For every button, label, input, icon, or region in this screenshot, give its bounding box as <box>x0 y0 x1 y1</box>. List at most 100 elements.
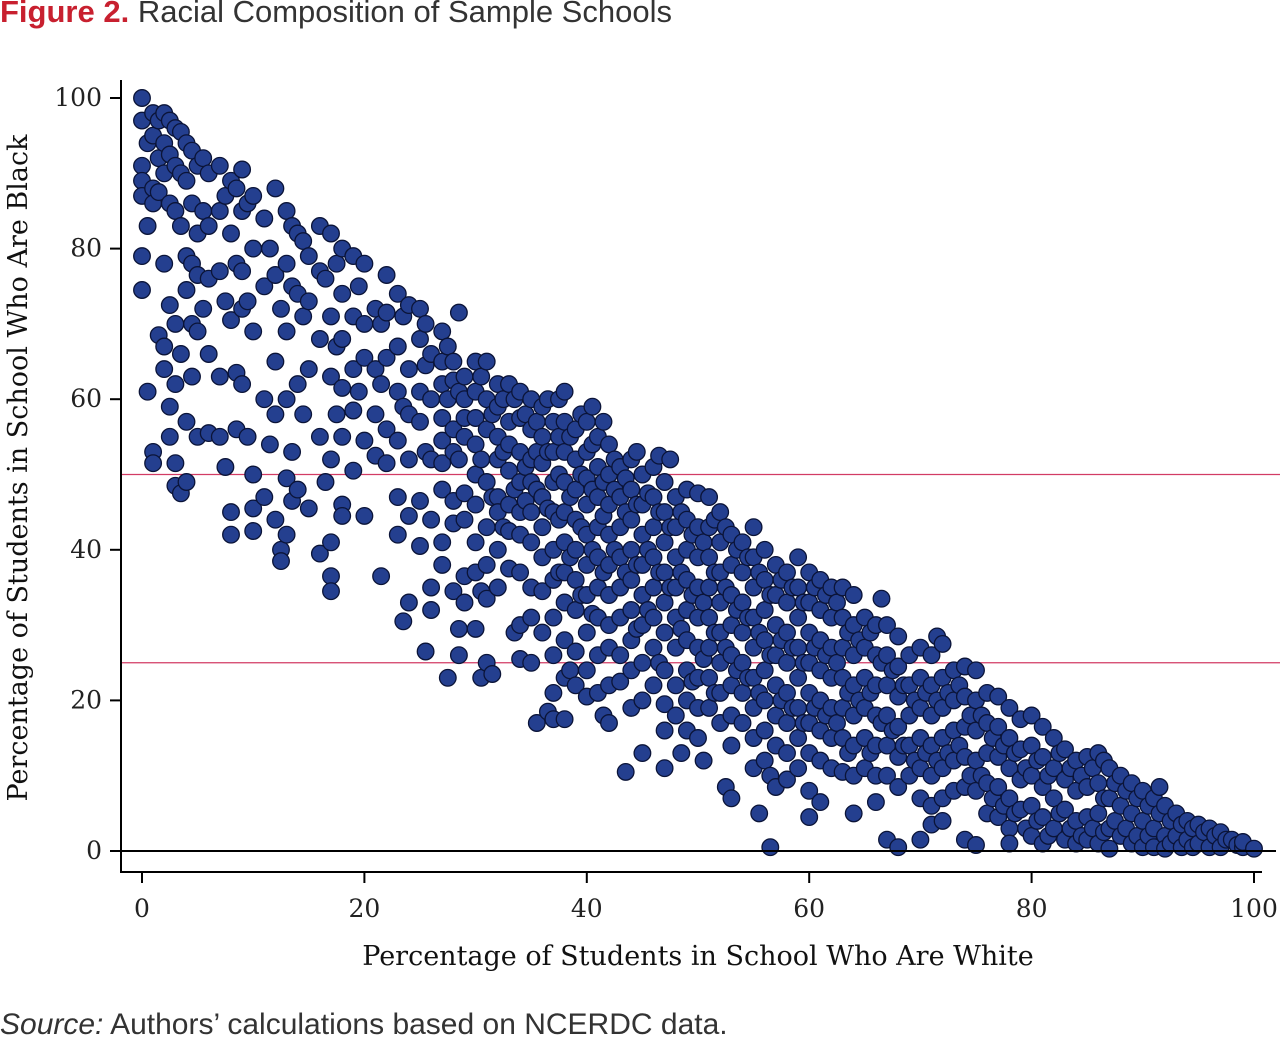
data-point-263 <box>477 555 496 574</box>
data-point-77 <box>222 224 240 243</box>
data-point-547 <box>733 533 752 552</box>
data-point-623 <box>800 808 819 827</box>
data-point-466 <box>655 623 674 642</box>
data-point-514 <box>700 578 719 597</box>
data-point-178 <box>377 303 396 322</box>
data-point-29 <box>160 296 179 315</box>
data-point-116 <box>277 390 296 409</box>
data-point-157 <box>333 506 352 525</box>
data-point-137 <box>310 427 329 446</box>
data-point-598 <box>778 714 796 732</box>
data-point-542 <box>722 736 741 755</box>
data-point-25 <box>155 360 174 379</box>
data-point-450 <box>644 488 663 507</box>
data-point-131 <box>299 292 318 311</box>
data-point-142 <box>322 307 340 326</box>
data-point-516 <box>700 638 719 657</box>
data-point-220 <box>433 533 452 552</box>
data-point-321 <box>533 582 552 601</box>
data-point-117 <box>277 469 296 488</box>
data-point-166 <box>355 314 374 333</box>
data-point-155 <box>333 427 352 446</box>
data-point-467 <box>655 661 674 680</box>
data-point-250 <box>466 495 485 514</box>
figure-title-text: Racial Composition of Sample Schools <box>137 0 672 29</box>
data-point-443 <box>633 653 652 672</box>
data-point-310 <box>522 653 541 672</box>
data-point-831 <box>1089 804 1108 823</box>
data-point-108 <box>266 405 285 424</box>
data-point-426 <box>622 510 641 529</box>
data-point-462 <box>655 503 674 522</box>
data-point-508 <box>694 593 713 612</box>
data-point-99 <box>255 209 274 228</box>
data-point-74 <box>216 292 235 311</box>
data-point-316 <box>533 427 552 446</box>
data-point-92 <box>238 427 257 446</box>
data-point-699 <box>889 717 908 736</box>
x-tick-label-80: 80 <box>1016 894 1048 923</box>
data-point-224 <box>438 668 457 687</box>
data-point-66 <box>199 345 218 363</box>
data-point-206 <box>416 642 435 661</box>
data-point-168 <box>355 431 374 450</box>
data-point-105 <box>266 179 285 198</box>
data-point-36 <box>166 375 185 394</box>
data-point-600 <box>778 770 796 789</box>
data-point-261 <box>477 473 496 491</box>
data-point-255 <box>472 450 491 469</box>
data-point-319 <box>533 518 552 537</box>
data-point-760 <box>967 836 985 854</box>
source-label: Source: <box>0 1008 104 1041</box>
data-point-202 <box>411 537 429 555</box>
data-point-314 <box>527 714 546 732</box>
data-point-634 <box>811 793 830 812</box>
data-point-98 <box>244 522 263 540</box>
data-point-683 <box>866 793 885 812</box>
data-point-599 <box>778 744 796 763</box>
data-point-309 <box>522 608 541 627</box>
data-point-176 <box>372 567 391 586</box>
data-point-365 <box>566 676 585 695</box>
data-point-89 <box>233 375 252 394</box>
data-point-570 <box>755 540 774 559</box>
data-point-463 <box>655 533 674 552</box>
data-point-573 <box>755 631 774 650</box>
data-point-464 <box>655 563 674 582</box>
data-point-418 <box>611 646 630 665</box>
data-point-419 <box>611 672 630 691</box>
data-point-195 <box>399 506 418 525</box>
data-point-518 <box>700 698 719 717</box>
data-point-363 <box>566 601 585 619</box>
data-point-185 <box>388 431 407 450</box>
data-point-145 <box>322 533 340 552</box>
data-point-54 <box>183 367 201 386</box>
data-point-569 <box>750 804 769 823</box>
data-point-254 <box>472 367 491 386</box>
data-point-425 <box>622 480 641 499</box>
data-point-334 <box>544 646 563 665</box>
data-point-201 <box>411 491 429 510</box>
data-point-577 <box>755 751 774 770</box>
data-point-110 <box>272 299 290 318</box>
data-point-164 <box>349 382 368 401</box>
x-tick-label-40: 40 <box>571 894 603 923</box>
data-point-64 <box>199 217 218 235</box>
data-point-30 <box>160 397 179 416</box>
data-point-731 <box>933 634 952 653</box>
data-point-41 <box>171 217 190 235</box>
figure-title: Figure 2. Racial Composition of Sample S… <box>0 0 672 34</box>
data-point-85 <box>233 160 252 179</box>
data-point-160 <box>344 360 363 379</box>
data-point-861 <box>1150 778 1169 796</box>
data-point-718 <box>911 830 930 849</box>
data-point-455 <box>644 638 663 657</box>
data-point-771 <box>989 717 1008 736</box>
data-point-247 <box>466 409 485 427</box>
data-point-364 <box>566 642 585 661</box>
data-point-87 <box>233 262 252 281</box>
source-note: Source: Authors’ calculations based on N… <box>0 1008 728 1042</box>
data-point-15 <box>144 454 163 473</box>
data-point-647 <box>828 714 846 732</box>
data-point-181 <box>377 454 396 473</box>
